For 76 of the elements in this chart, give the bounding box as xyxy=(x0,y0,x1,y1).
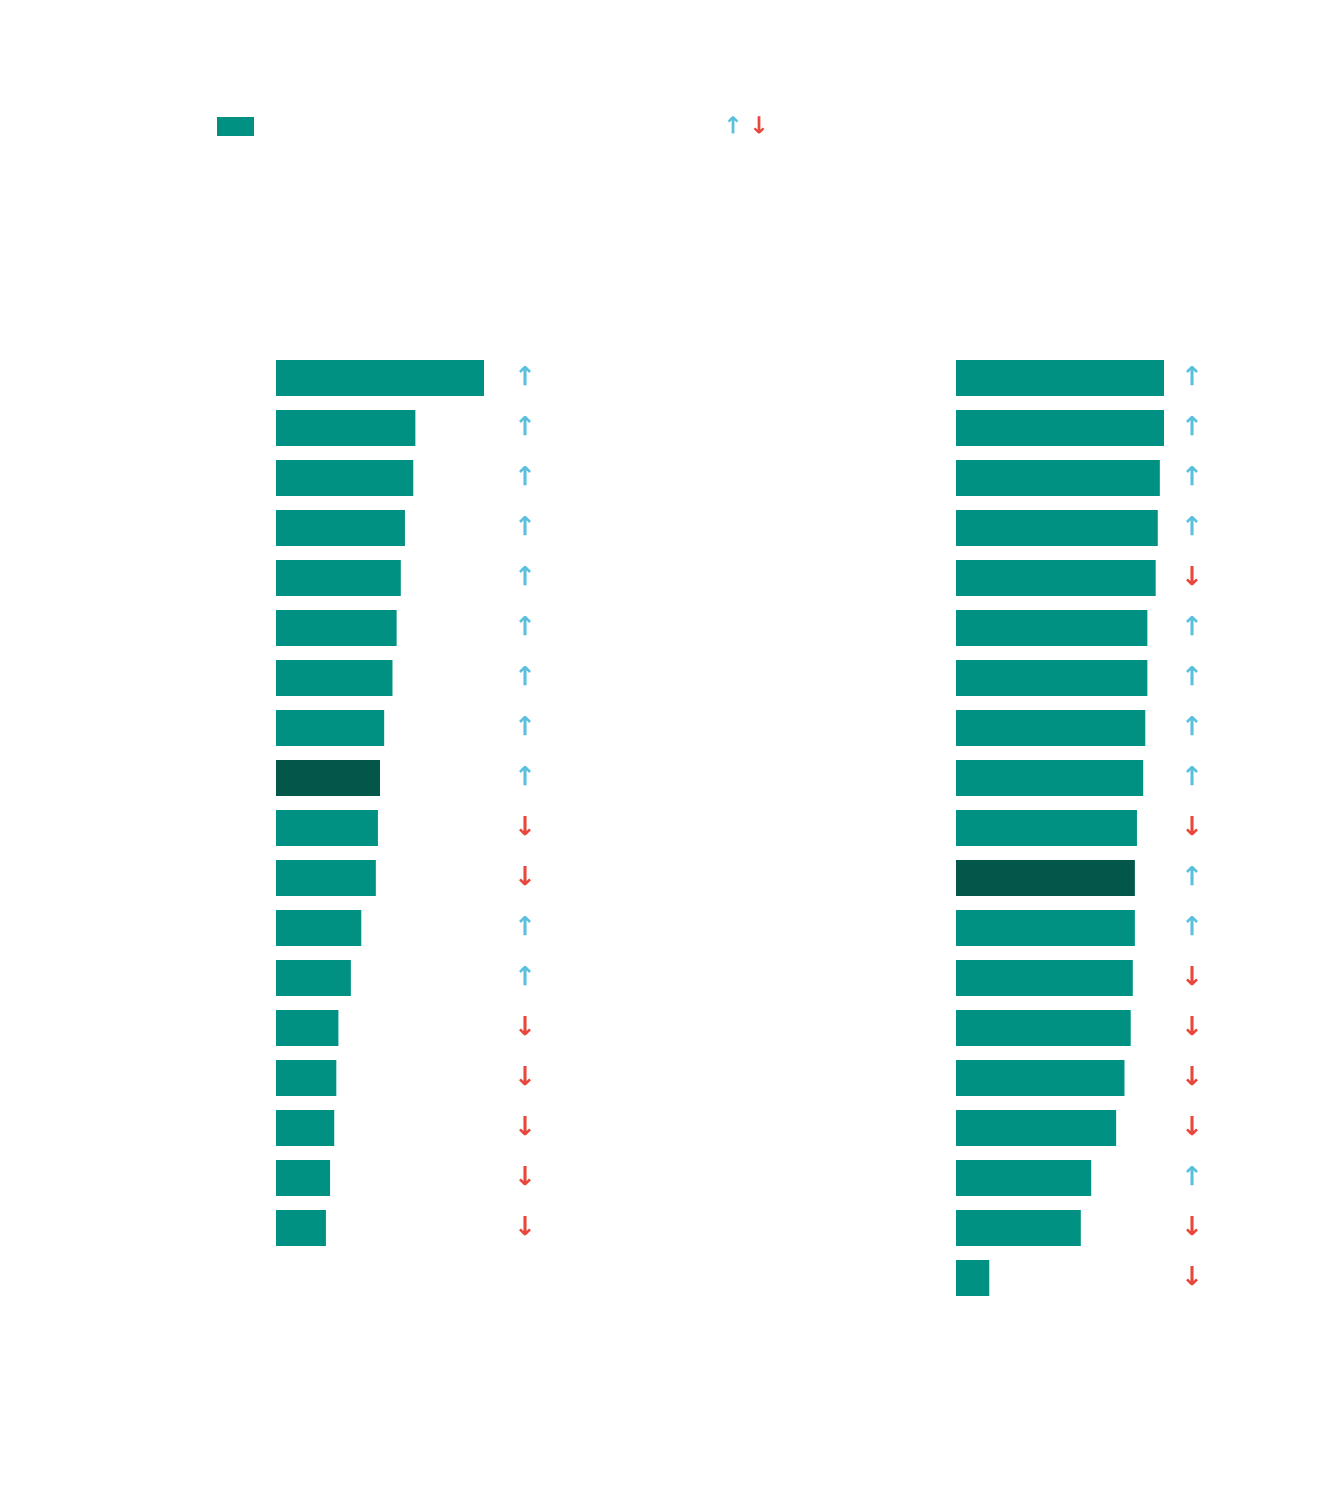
text: ↓ xyxy=(519,1016,531,1036)
text: ↑ xyxy=(519,615,531,636)
text: ↑ xyxy=(1186,665,1198,686)
text: ↑ xyxy=(1186,715,1198,736)
bar xyxy=(276,1010,339,1046)
text: ↓ xyxy=(1186,1016,1198,1036)
bar xyxy=(956,710,1146,746)
text: ↑ xyxy=(1186,465,1198,486)
text: ↓ xyxy=(1186,1216,1198,1236)
bar xyxy=(956,660,1148,696)
bar xyxy=(276,810,378,846)
text: ↓ xyxy=(519,816,531,836)
text: ↓ xyxy=(519,866,531,886)
bar xyxy=(956,910,1135,946)
text: ↓ xyxy=(519,1216,531,1236)
text: ↑ xyxy=(519,915,531,936)
bar xyxy=(276,460,414,496)
text: ↑ xyxy=(519,665,531,686)
bar xyxy=(956,1110,1117,1146)
text: ↑ xyxy=(519,565,531,586)
text: ↑ xyxy=(1186,915,1198,936)
bar xyxy=(276,1160,331,1196)
text: ↑ xyxy=(1186,765,1198,786)
text: ↑ xyxy=(1186,865,1198,886)
bar xyxy=(276,610,397,646)
bar xyxy=(276,760,380,796)
bar xyxy=(276,510,405,546)
bar xyxy=(276,660,393,696)
bar xyxy=(956,960,1133,996)
text: ↑ xyxy=(1186,1165,1198,1186)
bar xyxy=(956,810,1137,846)
bar xyxy=(956,860,1135,896)
bar xyxy=(276,860,376,896)
text: ↓ xyxy=(519,1066,531,1086)
bar xyxy=(276,710,385,746)
bar xyxy=(956,610,1148,646)
text: ↓ xyxy=(1186,1266,1198,1286)
text: ↓ xyxy=(1186,816,1198,836)
text: ↑ xyxy=(1186,515,1198,536)
bar xyxy=(956,360,1164,396)
text: ↑ xyxy=(1186,415,1198,436)
text: ↑ xyxy=(727,116,739,134)
bar xyxy=(956,510,1158,546)
text: ↓ xyxy=(753,116,765,134)
text: ↑ xyxy=(519,365,531,386)
bar xyxy=(956,410,1164,446)
bar xyxy=(276,360,484,396)
text: ↑ xyxy=(519,765,531,786)
text: ↓ xyxy=(1186,1116,1198,1136)
text: ↑ xyxy=(1186,615,1198,636)
bar xyxy=(276,1060,337,1096)
bar xyxy=(276,960,351,996)
bar xyxy=(956,760,1144,796)
bar xyxy=(956,560,1156,596)
text: ↓ xyxy=(1186,966,1198,986)
bar xyxy=(956,1260,990,1296)
bar xyxy=(956,1160,1092,1196)
bar xyxy=(276,910,362,946)
bar xyxy=(276,1210,326,1246)
text: ↑ xyxy=(519,965,531,986)
text: ↓ xyxy=(519,1116,531,1136)
bar xyxy=(276,1110,335,1146)
bar xyxy=(956,460,1160,496)
bar xyxy=(956,1210,1081,1246)
bar xyxy=(276,560,401,596)
text: ↑ xyxy=(519,415,531,436)
text: ↑ xyxy=(519,465,531,486)
bar xyxy=(276,410,416,446)
text: ↓ xyxy=(1186,566,1198,586)
text: ↓ xyxy=(1186,1066,1198,1086)
text: ↓ xyxy=(519,1166,531,1186)
text: ↑ xyxy=(519,515,531,536)
text: ↑ xyxy=(1186,365,1198,386)
bar xyxy=(956,1010,1131,1046)
text: ↑ xyxy=(519,715,531,736)
bar xyxy=(956,1060,1125,1096)
